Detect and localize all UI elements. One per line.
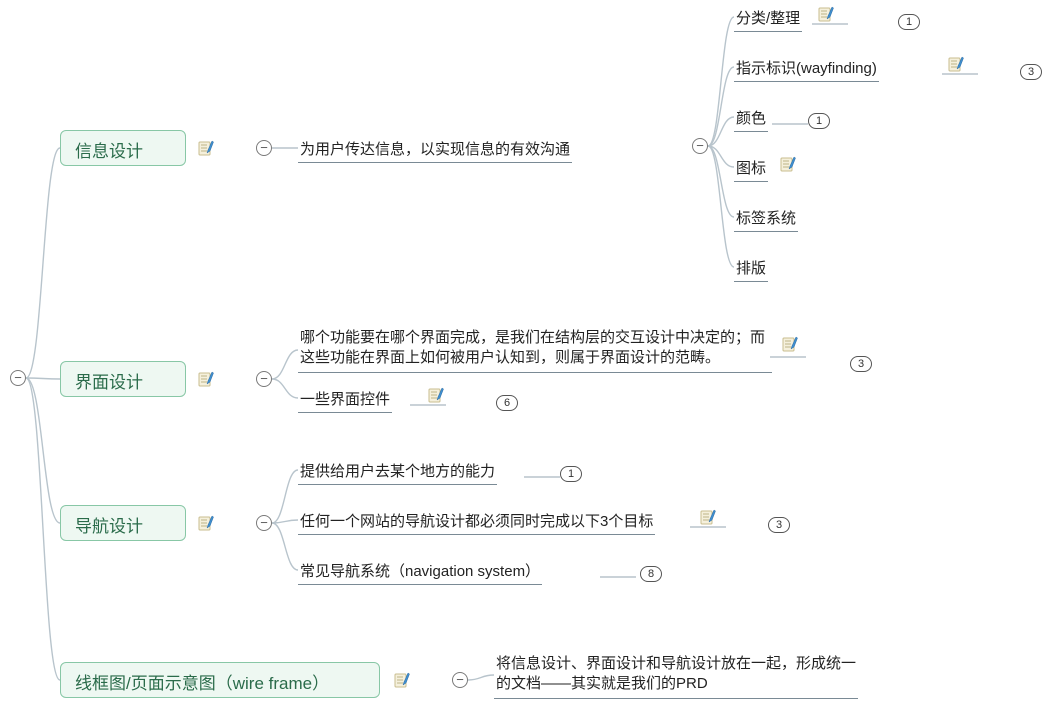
count-badge: 3 (1020, 64, 1042, 80)
count-badge: 1 (898, 14, 920, 30)
note-icon[interactable] (780, 156, 796, 172)
count-badge: 8 (640, 566, 662, 582)
collapse-ui[interactable]: − (256, 371, 272, 387)
leaf-typography[interactable]: 排版 (734, 255, 768, 282)
node-ui-design-label: 界面设计 (75, 373, 143, 392)
node-info-design[interactable]: 信息设计 (60, 130, 186, 166)
collapse-wf[interactable]: − (452, 672, 468, 688)
node-wireframe-label: 线框图/页面示意图（wire frame） (75, 674, 329, 693)
count-badge: 3 (768, 517, 790, 533)
count-badge: 3 (850, 356, 872, 372)
node-wireframe[interactable]: 线框图/页面示意图（wire frame） (60, 662, 380, 698)
leaf-classify[interactable]: 分类/整理 (734, 5, 802, 32)
note-icon[interactable] (394, 672, 410, 688)
leaf-nav-system[interactable]: 常见导航系统（navigation system） (298, 558, 542, 585)
leaf-nav-goals[interactable]: 任何一个网站的导航设计都必须同时完成以下3个目标 (298, 508, 655, 535)
node-nav-design[interactable]: 导航设计 (60, 505, 186, 541)
note-icon[interactable] (198, 371, 214, 387)
node-nav-design-label: 导航设计 (75, 517, 143, 536)
note-icon[interactable] (948, 56, 964, 72)
note-icon[interactable] (782, 336, 798, 352)
leaf-icon[interactable]: 图标 (734, 155, 768, 182)
leaf-info-purpose[interactable]: 为用户传达信息，以实现信息的有效沟通 (298, 136, 572, 163)
collapse-info-0[interactable]: − (692, 138, 708, 154)
count-badge: 6 (496, 395, 518, 411)
node-info-design-label: 信息设计 (75, 142, 143, 161)
note-icon[interactable] (428, 387, 444, 403)
count-badge: 1 (808, 113, 830, 129)
leaf-tag-system[interactable]: 标签系统 (734, 205, 798, 232)
leaf-ui-desc[interactable]: 哪个功能要在哪个界面完成，是我们在结构层的交互设计中决定的；而这些功能在界面上如… (298, 326, 772, 373)
count-badge: 1 (560, 466, 582, 482)
note-icon[interactable] (700, 509, 716, 525)
leaf-nav-ability[interactable]: 提供给用户去某个地方的能力 (298, 458, 497, 485)
collapse-nav[interactable]: − (256, 515, 272, 531)
note-icon[interactable] (198, 515, 214, 531)
collapse-info[interactable]: − (256, 140, 272, 156)
leaf-wayfinding[interactable]: 指示标识(wayfinding) (734, 55, 879, 82)
leaf-color[interactable]: 颜色 (734, 105, 768, 132)
note-icon[interactable] (818, 6, 834, 22)
leaf-wf-desc[interactable]: 将信息设计、界面设计和导航设计放在一起，形成统一的文档——其实就是我们的PRD (494, 652, 858, 699)
leaf-ui-controls[interactable]: 一些界面控件 (298, 386, 392, 413)
note-icon[interactable] (198, 140, 214, 156)
node-ui-design[interactable]: 界面设计 (60, 361, 186, 397)
root-collapse[interactable]: − (10, 370, 26, 386)
